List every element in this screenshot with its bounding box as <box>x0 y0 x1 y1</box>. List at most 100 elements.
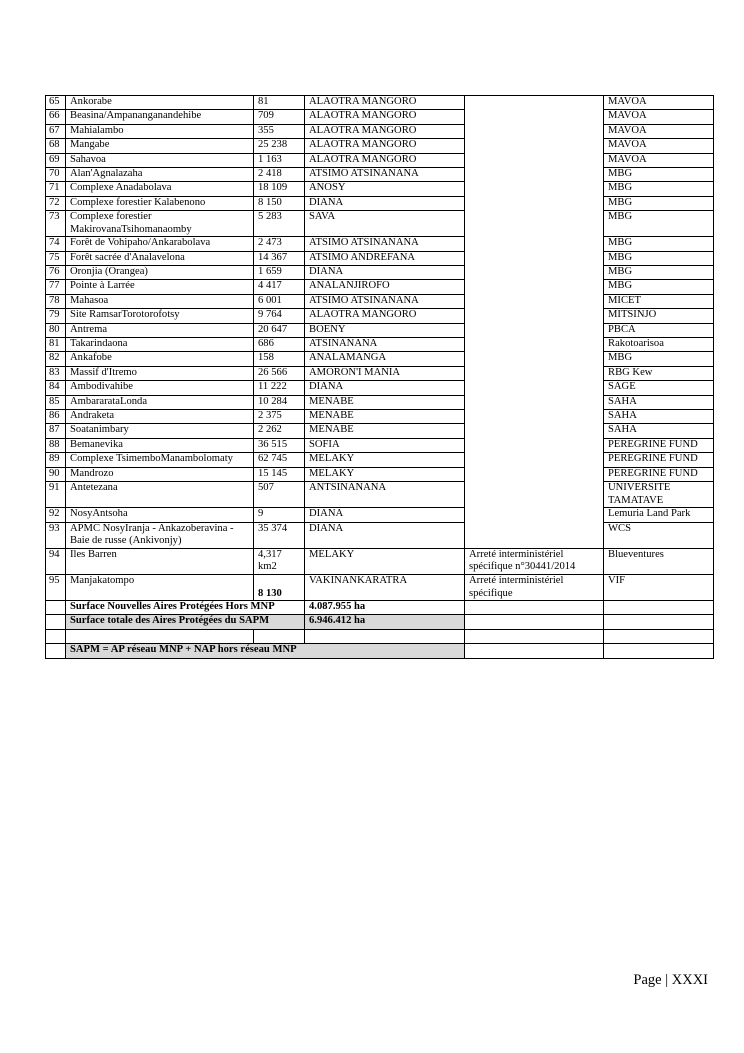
table-row: 91 Antetezana 507 ANTSINANANA UNIVERSITE TAM… <box>45 480 714 509</box>
table-row: 66 Beasina/Ampananganandehibe 709 ALAOTRA M… <box>45 109 714 125</box>
reg-cell: 4.087.955 ha <box>304 600 465 616</box>
name-cell <box>65 628 254 645</box>
reg-cell: DIANA <box>304 265 465 281</box>
table-row: 88 Bemanevika 36 515 SOFIA PEREGRINE FUND <box>45 437 714 454</box>
reg-cell: MELAKY <box>304 452 465 468</box>
table-row: 93 APMC NosyIranja - Ankazoberavina - Bai… <box>45 521 714 549</box>
area-cell: 9 <box>253 507 305 523</box>
area-cell: 10 284 <box>253 394 305 411</box>
name-cell: Manjakatompo <box>65 573 254 602</box>
table-row: 92 NosyAntsoha 9 DIANA Lemuria Land Park <box>45 507 714 523</box>
name-cell: Ankorabe <box>65 94 254 111</box>
area-cell: 2 262 <box>253 423 305 439</box>
area-cell: 355 <box>253 123 305 140</box>
name-cell: SAPM = AP réseau MNP + NAP hors réseau M… <box>65 643 465 659</box>
table-row: 71 Complexe Anadabolava 18 109 ANOSY MBG <box>45 181 714 197</box>
prom-cell: MBG <box>603 166 714 183</box>
reg-cell: MENABE <box>304 394 465 411</box>
prom-cell: MBG <box>603 279 714 295</box>
area-cell: 1 163 <box>253 152 305 168</box>
name-cell: Bemanevika <box>65 437 254 454</box>
reg-cell: MELAKY <box>304 466 465 482</box>
name-cell: APMC NosyIranja - Ankazoberavina - Baie … <box>65 521 254 549</box>
prom-cell: MAVOA <box>603 152 714 168</box>
reg-cell: SOFIA <box>304 437 465 454</box>
reg-cell: ATSIMO ATSINANANA <box>304 166 465 183</box>
name-cell: Forêt sacrée d'Analavelona <box>65 250 254 267</box>
num-cell: 86 <box>45 408 66 425</box>
num-cell: 80 <box>45 322 66 339</box>
summary-row: Surface totale des Aires Protégées du SA… <box>45 614 714 630</box>
num-cell <box>45 643 66 659</box>
table-row: 87 Soatanimbary 2 262 MENABE SAHA <box>45 423 714 439</box>
prom-cell: MBG <box>603 351 714 367</box>
num-cell: 89 <box>45 452 66 468</box>
num-cell: 84 <box>45 380 66 396</box>
name-cell: Beasina/Ampananganandehibe <box>65 109 254 125</box>
num-cell: 81 <box>45 337 66 353</box>
num-cell: 67 <box>45 123 66 140</box>
summary-row: Surface Nouvelles Aires Protégées Hors M… <box>45 600 714 616</box>
area-cell: 507 <box>253 480 305 509</box>
num-cell <box>45 600 66 616</box>
name-cell: Pointe à Larrée <box>65 279 254 295</box>
reg-cell: ATSIMO ATSINANANA <box>304 293 465 310</box>
table-row: 94 Iles Barren 4,317 km2 MELAKY Arreté inter… <box>45 547 714 575</box>
prom-cell: RBG Kew <box>603 365 714 382</box>
table-row: 72 Complexe forestier Kalabenono 8 150 DIAN… <box>45 195 714 212</box>
prom-cell: MITSINJO <box>603 308 714 324</box>
num-cell: 75 <box>45 250 66 267</box>
table-row: 74 Forêt de Vohipaho/Ankarabolava 2 473 ATS… <box>45 236 714 252</box>
num-cell: 71 <box>45 181 66 197</box>
num-cell: 82 <box>45 351 66 367</box>
num-cell: 95 <box>45 573 66 602</box>
area-value: 8 130 <box>258 587 282 599</box>
prom-cell: PEREGRINE FUND <box>603 466 714 482</box>
area-cell: 1 659 <box>253 265 305 281</box>
num-cell: 65 <box>45 94 66 111</box>
name-cell: Site RamsarTorotorofotsy <box>65 308 254 324</box>
page-label: Page <box>633 972 662 988</box>
area-cell: 11 222 <box>253 380 305 396</box>
name-cell: Alan'Agnalazaha <box>65 166 254 183</box>
area-cell: 36 515 <box>253 437 305 454</box>
reg-cell: ALAOTRA MANGORO <box>304 308 465 324</box>
area-cell: 15 145 <box>253 466 305 482</box>
num-cell: 70 <box>45 166 66 183</box>
page-number: XXXI <box>671 972 708 988</box>
name-cell: Mandrozo <box>65 466 254 482</box>
name-cell: Iles Barren <box>65 547 254 575</box>
num-cell: 77 <box>45 279 66 295</box>
prom-cell: MBG <box>603 181 714 197</box>
name-cell: Soatanimbary <box>65 423 254 439</box>
table-row: 69 Sahavoa 1 163 ALAOTRA MANGORO MAVOA <box>45 152 714 168</box>
table-row: 77 Pointe à Larrée 4 417 ANALANJIROFO MBG <box>45 279 714 295</box>
name-cell: Forêt de Vohipaho/Ankarabolava <box>65 236 254 252</box>
table-row: 67 Mahialambo 355 ALAOTRA MANGORO MAVOA <box>45 123 714 140</box>
reg-cell: ATSIMO ATSINANANA <box>304 236 465 252</box>
reg-cell: ALAOTRA MANGORO <box>304 123 465 140</box>
prom-cell: MAVOA <box>603 138 714 154</box>
area-cell: 686 <box>253 337 305 353</box>
reg-cell: MENABE <box>304 423 465 439</box>
num-cell: 66 <box>45 109 66 125</box>
table-row: 86 Andraketa 2 375 MENABE SAHA <box>45 408 714 425</box>
prom-cell: MAVOA <box>603 109 714 125</box>
area-cell: 2 375 <box>253 408 305 425</box>
table-row: 82 Ankafobe 158 ANALAMANGA MBG <box>45 351 714 367</box>
reg-cell: MENABE <box>304 408 465 425</box>
num-cell: 76 <box>45 265 66 281</box>
num-cell: 93 <box>45 521 66 549</box>
area-cell: 2 418 <box>253 166 305 183</box>
prom-cell: MBG <box>603 210 714 238</box>
reg-cell: ANALAMANGA <box>304 351 465 367</box>
legal-cell: Arreté interministériel spécifique n°304… <box>464 547 604 575</box>
area-cell: 9 764 <box>253 308 305 324</box>
table-row: 89 Complexe TsimemboManambolomaty 62 745 ME… <box>45 452 714 468</box>
name-cell: Complexe TsimemboManambolomaty <box>65 452 254 468</box>
name-cell: Antetezana <box>65 480 254 509</box>
reg-cell: ANTSINANANA <box>304 480 465 509</box>
summary-row <box>45 628 714 645</box>
name-cell: Andraketa <box>65 408 254 425</box>
table-row: 68 Mangabe 25 238 ALAOTRA MANGORO MAVOA <box>45 138 714 154</box>
